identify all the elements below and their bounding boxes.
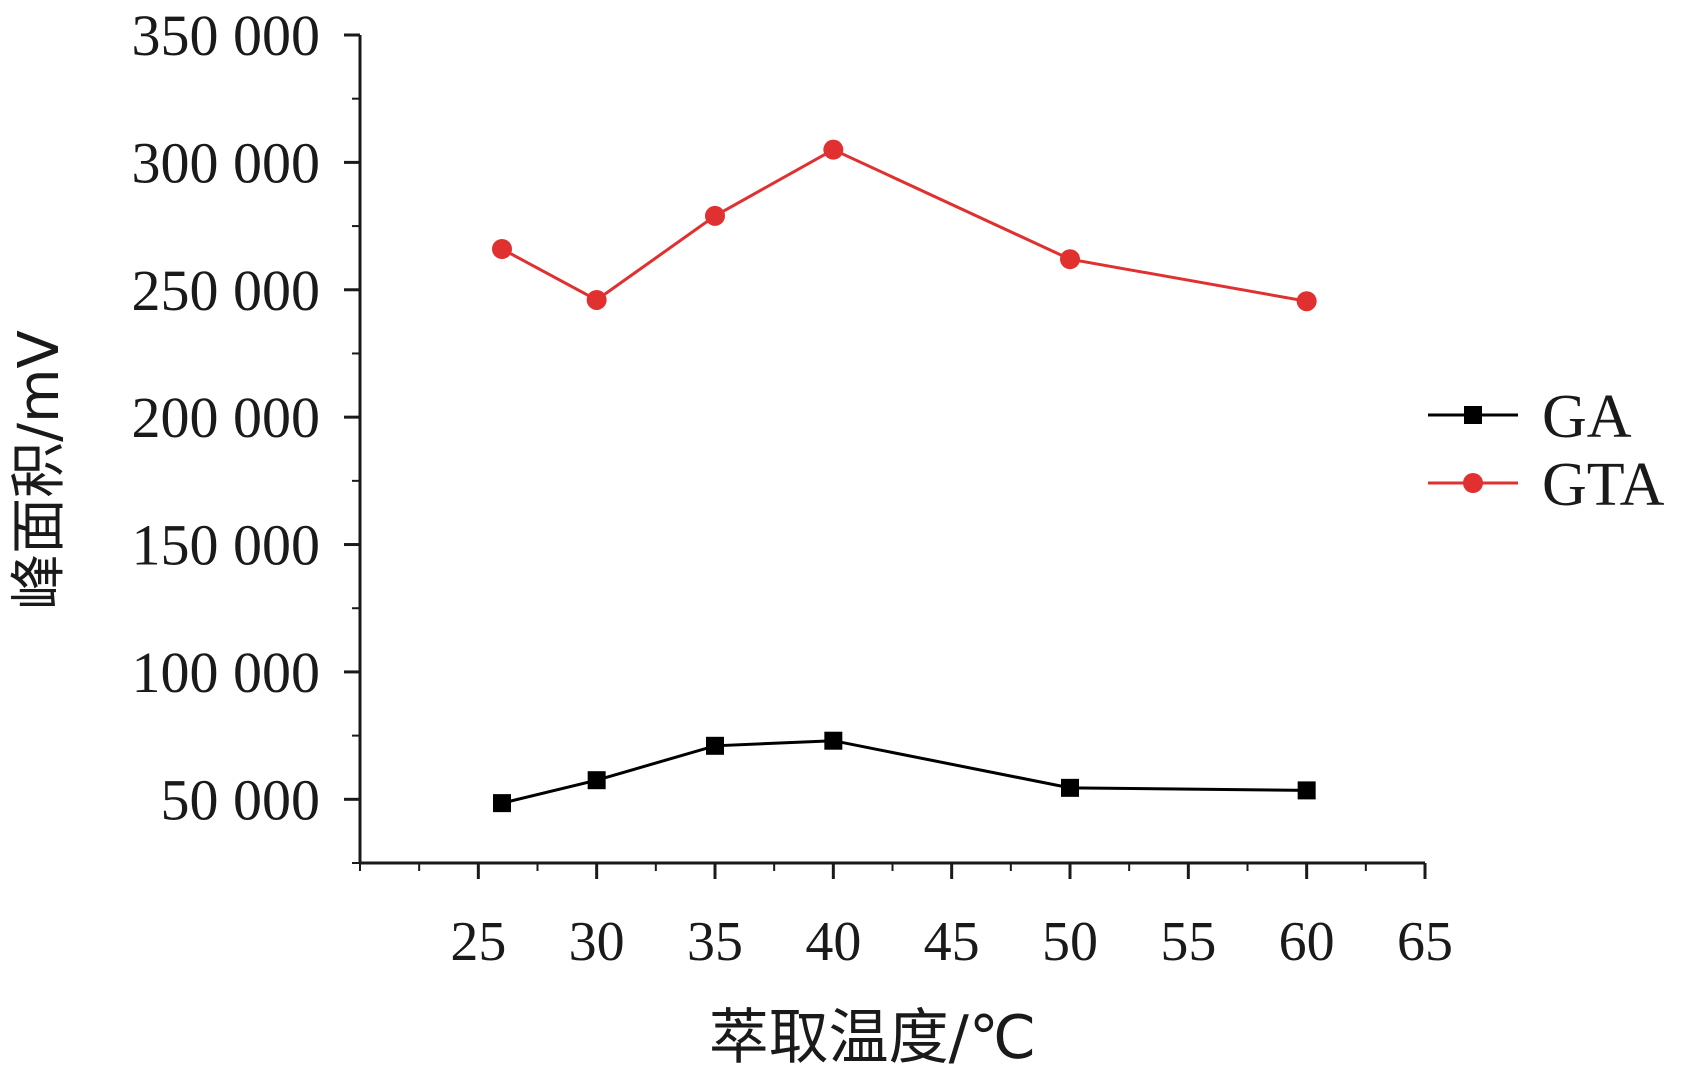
data-point-gta xyxy=(492,239,512,260)
x-tick-label: 45 xyxy=(924,911,980,973)
x-axis-ticks: 25 30 35 40 45 50 55 60 65 xyxy=(359,863,1453,973)
x-tick-label: 25 xyxy=(450,911,506,973)
x-tick-label: 65 xyxy=(1397,911,1453,973)
y-axis-ticks: 50 000 100 000 150 000 200 000 250 000 300 00… xyxy=(132,3,360,864)
data-point-ga xyxy=(706,736,724,755)
x-tick-label: 50 xyxy=(1042,911,1098,973)
data-point-gta xyxy=(586,289,607,310)
y-tick-label: 50 000 xyxy=(161,767,321,832)
y-axis-title: 峰面积/mV xyxy=(7,330,72,610)
x-axis-title: 萃取温度/℃ xyxy=(709,1003,1037,1073)
data-point-gta xyxy=(705,205,725,226)
legend-circle-marker xyxy=(1463,473,1483,493)
data-point-ga xyxy=(824,731,843,750)
data-point-gta xyxy=(823,139,844,160)
legend-square-marker xyxy=(1464,406,1482,424)
data-point-gta xyxy=(1296,291,1317,312)
legend-label: GA xyxy=(1542,383,1632,451)
series-gta xyxy=(492,139,1317,312)
data-point-ga xyxy=(1061,778,1079,797)
series-ga xyxy=(493,731,1316,813)
axes xyxy=(358,35,1425,865)
data-point-ga xyxy=(1297,781,1316,800)
series-line-ga xyxy=(501,739,1307,805)
y-tick-label: 300 000 xyxy=(132,130,321,195)
y-tick-label: 350 000 xyxy=(132,3,321,68)
x-tick-label: 35 xyxy=(687,911,743,973)
y-tick-label: 100 000 xyxy=(132,640,321,705)
x-tick-label: 40 xyxy=(805,911,861,973)
series-layer xyxy=(492,139,1317,813)
y-tick-label: 200 000 xyxy=(132,385,321,450)
x-tick-label: 30 xyxy=(569,911,625,973)
data-point-ga xyxy=(587,771,606,790)
legend-label: GTA xyxy=(1542,451,1665,519)
y-tick-label: 250 000 xyxy=(132,258,321,323)
x-tick-label: 55 xyxy=(1160,911,1216,973)
series-line-gta xyxy=(501,147,1307,303)
data-point-ga xyxy=(493,794,511,813)
data-point-gta xyxy=(1060,249,1080,270)
legend-item-gta: GTA xyxy=(1428,451,1665,519)
y-tick-label: 150 000 xyxy=(132,513,321,578)
legend-item-ga: GA xyxy=(1428,383,1632,451)
x-tick-label: 60 xyxy=(1279,911,1335,973)
